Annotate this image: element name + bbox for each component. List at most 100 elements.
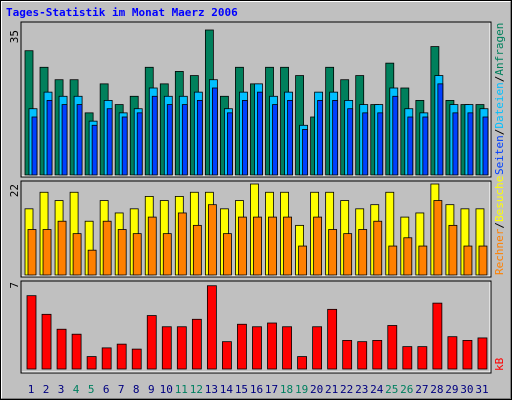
x-tick-label: 16 — [250, 383, 263, 396]
x-tick-label: 7 — [118, 383, 125, 396]
bar — [432, 302, 443, 370]
bar — [283, 216, 292, 276]
bar — [343, 233, 353, 276]
bar — [358, 229, 368, 276]
y-tick-label: 35 — [8, 30, 21, 43]
bar — [147, 216, 157, 276]
bar — [387, 325, 398, 370]
bar — [347, 108, 354, 176]
x-tick-label: 12 — [190, 383, 203, 396]
x-tick-label: 5 — [88, 383, 95, 396]
bar — [418, 245, 428, 276]
bar — [56, 328, 67, 370]
bar — [298, 245, 307, 276]
x-tick-label: 25 — [385, 383, 398, 396]
bar — [342, 340, 353, 370]
panel-bevel — [22, 23, 491, 177]
bar — [116, 343, 127, 370]
x-tick-label: 27 — [415, 383, 428, 396]
bar — [257, 91, 263, 176]
legend-separator: / — [493, 222, 506, 229]
bar — [87, 249, 97, 276]
bar — [237, 323, 247, 370]
bar — [357, 341, 368, 370]
x-tick-label: 22 — [340, 383, 353, 396]
bar — [403, 237, 413, 276]
bar — [222, 341, 232, 370]
x-tick-label: 19 — [295, 383, 308, 396]
bar — [176, 326, 187, 370]
bar — [117, 229, 127, 276]
y-tick-label: 7 — [8, 282, 21, 289]
bar — [482, 116, 489, 176]
bar — [268, 216, 277, 276]
x-tick-label: 21 — [325, 383, 338, 396]
legend-separator: / — [493, 129, 506, 136]
x-tick-label: 13 — [205, 383, 218, 396]
bar — [272, 104, 278, 176]
bar — [181, 104, 188, 176]
bar — [27, 229, 37, 276]
x-tick-label: 8 — [133, 383, 140, 396]
bar — [388, 245, 398, 276]
bar — [312, 326, 323, 370]
bar — [467, 112, 474, 176]
x-tick-label: 1 — [28, 383, 35, 396]
bar — [302, 129, 308, 176]
bar — [477, 337, 488, 370]
bar — [392, 95, 399, 176]
x-tick-label: 11 — [175, 383, 188, 396]
bar — [448, 224, 458, 276]
x-tick-label: 15 — [235, 383, 248, 396]
bar — [402, 346, 413, 370]
bar — [166, 104, 173, 176]
bar — [327, 308, 338, 370]
x-tick-label: 3 — [58, 383, 65, 396]
bar — [372, 340, 383, 370]
bar — [121, 116, 128, 176]
bar — [447, 336, 458, 370]
bar — [177, 212, 187, 276]
x-tick-label: 31 — [475, 383, 488, 396]
bar — [452, 112, 459, 176]
bar — [462, 340, 473, 370]
bar — [437, 83, 444, 176]
x-tick-label: 17 — [265, 383, 278, 396]
legend-entry: Dateien — [493, 82, 506, 128]
bar — [328, 229, 338, 276]
bar — [207, 204, 217, 276]
bar — [196, 100, 203, 176]
x-tick-label: 6 — [103, 383, 110, 396]
bar — [433, 200, 443, 276]
bar — [206, 285, 217, 370]
bar — [282, 326, 292, 370]
legend: Rechner/Besuche — [493, 176, 506, 275]
bar — [151, 95, 158, 176]
legend-entry: kB — [493, 357, 506, 371]
bar — [332, 100, 339, 176]
x-tick-label: 20 — [310, 383, 323, 396]
bar — [46, 100, 53, 176]
bar — [223, 233, 232, 276]
legend-entry: Rechner — [493, 228, 506, 275]
x-tick-label: 29 — [445, 383, 458, 396]
bar — [106, 108, 113, 176]
x-tick-label: 28 — [430, 383, 443, 396]
x-tick-label: 10 — [160, 383, 173, 396]
bar — [463, 245, 473, 276]
bar — [267, 322, 277, 370]
bar — [297, 356, 307, 370]
chart-title: Tages-Statistik im Monat Maerz 2006 — [6, 6, 238, 19]
bar — [417, 346, 428, 370]
bar — [102, 220, 112, 276]
legend-entry: Besuche — [493, 176, 506, 222]
x-tick-label: 24 — [370, 383, 384, 396]
bar — [211, 87, 218, 176]
legend-entry: Seiten — [493, 135, 506, 175]
bar — [362, 112, 369, 176]
bar — [191, 318, 202, 370]
x-tick-label: 18 — [280, 383, 293, 396]
